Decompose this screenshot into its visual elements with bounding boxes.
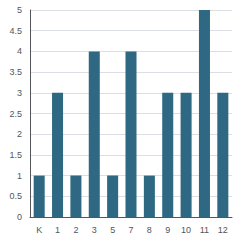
svg-text:8: 8 bbox=[147, 225, 152, 235]
svg-text:2.5: 2.5 bbox=[9, 109, 22, 119]
svg-text:10: 10 bbox=[181, 225, 191, 235]
svg-text:11: 11 bbox=[200, 225, 209, 235]
svg-text:2: 2 bbox=[73, 225, 78, 235]
svg-text:3: 3 bbox=[17, 88, 22, 98]
svg-text:5: 5 bbox=[110, 225, 115, 235]
svg-text:12: 12 bbox=[218, 225, 228, 235]
svg-text:K: K bbox=[36, 225, 42, 235]
svg-text:4: 4 bbox=[17, 46, 22, 56]
svg-text:9: 9 bbox=[165, 225, 170, 235]
svg-text:1.5: 1.5 bbox=[9, 150, 22, 160]
svg-text:4.5: 4.5 bbox=[9, 26, 22, 36]
svg-text:1: 1 bbox=[55, 225, 60, 235]
svg-text:2: 2 bbox=[17, 129, 22, 139]
svg-text:0: 0 bbox=[17, 212, 22, 222]
svg-text:0.5: 0.5 bbox=[9, 191, 22, 201]
svg-text:5: 5 bbox=[17, 5, 22, 15]
svg-text:3.5: 3.5 bbox=[9, 67, 22, 77]
svg-text:7: 7 bbox=[128, 225, 133, 235]
svg-text:1: 1 bbox=[17, 171, 22, 181]
svg-text:3: 3 bbox=[92, 225, 97, 235]
